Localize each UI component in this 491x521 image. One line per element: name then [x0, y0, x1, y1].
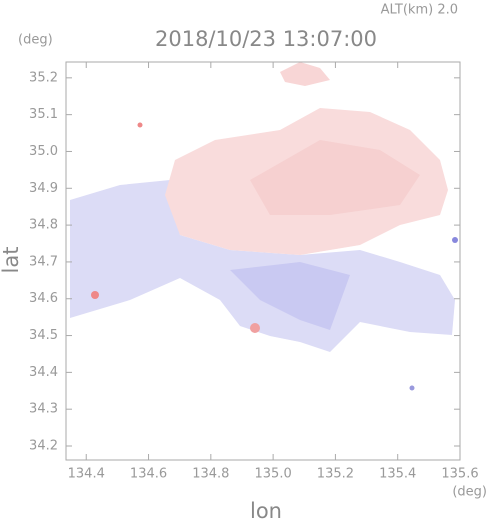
- y-tick-label: 34.9: [29, 181, 58, 196]
- y-tick-label: 34.8: [29, 218, 58, 233]
- positive-core: [250, 140, 420, 215]
- chart-title: 2018/10/23 13:07:00: [155, 27, 377, 51]
- spot: [137, 122, 143, 128]
- spot: [250, 323, 260, 333]
- spot: [91, 291, 99, 299]
- x-tick-label: 134.4: [68, 467, 105, 482]
- y-tick-label: 34.4: [29, 365, 58, 380]
- positive-spot: [280, 62, 330, 86]
- spot: [452, 237, 458, 243]
- y-tick-label: 34.7: [29, 254, 58, 269]
- x-axis-label: lon: [250, 499, 282, 521]
- radar-field: [70, 62, 458, 391]
- x-tick-label: 134.6: [130, 467, 167, 482]
- x-tick-label: 135.6: [441, 467, 478, 482]
- y-tick-label: 34.5: [29, 328, 58, 343]
- x-tick-label: 135.0: [255, 467, 292, 482]
- y-tick-label: 35.0: [29, 144, 58, 159]
- y-axis-label: lat: [0, 247, 23, 274]
- x-tick-label: 134.8: [192, 467, 229, 482]
- negative-area: [70, 180, 455, 352]
- y-tick-label: 34.3: [29, 402, 58, 417]
- y-tick-label: 34.2: [29, 439, 58, 454]
- negative-core: [230, 262, 350, 330]
- x-tick-label: 135.2: [317, 467, 354, 482]
- x-unit: (deg): [452, 485, 487, 500]
- y-tick-label: 35.2: [29, 70, 58, 85]
- y-tick-label: 35.1: [29, 107, 58, 122]
- x-tick-label: 135.4: [379, 467, 416, 482]
- y-unit: (deg): [18, 33, 53, 48]
- altitude-label: ALT(km) 2.0: [381, 3, 458, 18]
- plot-frame: [65, 61, 461, 461]
- spot: [409, 385, 415, 391]
- y-tick-label: 34.6: [29, 291, 58, 306]
